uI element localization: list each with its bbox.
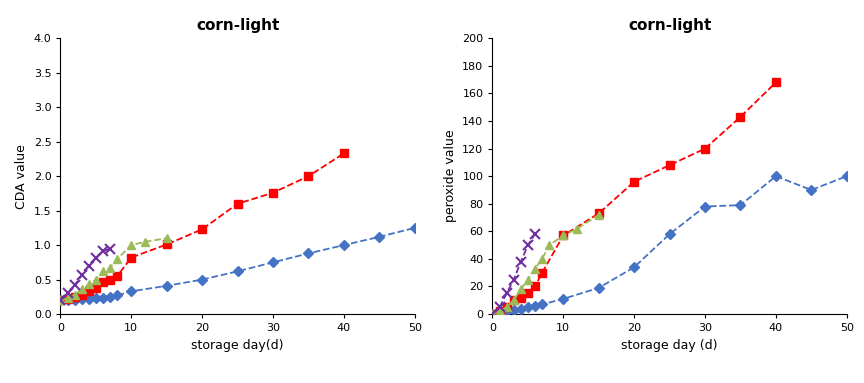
Y-axis label: peroxide value: peroxide value <box>444 130 457 223</box>
Y-axis label: CDA value: CDA value <box>16 144 29 209</box>
Title: corn-light: corn-light <box>196 18 279 33</box>
X-axis label: storage day (d): storage day (d) <box>621 339 718 352</box>
Title: corn-light: corn-light <box>628 18 711 33</box>
Legend: 20°C, 40°C, 60°C, 80°C: 20°C, 40°C, 60°C, 80°C <box>118 380 358 383</box>
Legend: 20°C, 40°C: 20°C, 40°C <box>607 380 733 383</box>
X-axis label: storage day(d): storage day(d) <box>191 339 284 352</box>
